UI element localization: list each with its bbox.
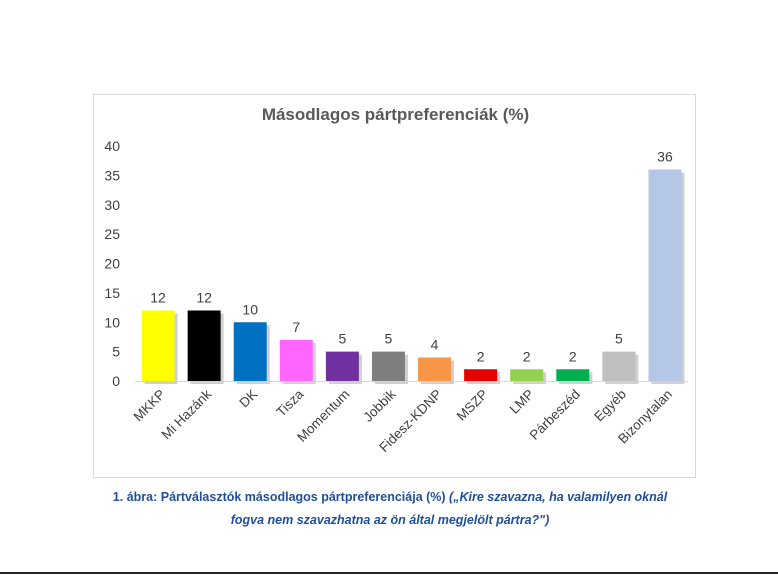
y-tick-label: 30 bbox=[104, 197, 120, 213]
caption-label: 1. ábra: Pártválasztók másodlagos pártpr… bbox=[112, 490, 446, 504]
y-tick-label: 20 bbox=[104, 256, 120, 272]
data-label: 2 bbox=[569, 348, 577, 364]
data-label: 7 bbox=[292, 319, 300, 335]
bar bbox=[648, 169, 682, 381]
y-tick-label: 10 bbox=[104, 314, 120, 330]
x-tick-label: MKKP bbox=[130, 387, 168, 425]
x-tick-label: Mi Hazánk bbox=[159, 386, 215, 442]
bar bbox=[602, 351, 636, 381]
bar bbox=[141, 310, 175, 381]
figure-caption: 1. ábra: Pártválasztók másodlagos pártpr… bbox=[40, 486, 740, 532]
bar bbox=[371, 351, 405, 381]
data-label: 4 bbox=[431, 337, 439, 353]
data-label: 12 bbox=[196, 290, 212, 306]
data-label: 2 bbox=[477, 348, 485, 364]
bar bbox=[556, 369, 590, 381]
bar bbox=[510, 369, 544, 381]
y-tick-label: 40 bbox=[104, 138, 120, 154]
x-tick-label: Tisza bbox=[273, 386, 306, 419]
x-tick-label: MSZP bbox=[454, 387, 491, 424]
bar bbox=[233, 322, 267, 381]
chart-frame: Másodlagos pártpreferenciák (%) 0 5 10 15 20… bbox=[93, 94, 696, 478]
bar bbox=[418, 357, 452, 381]
bar bbox=[464, 369, 498, 381]
y-tick-label: 15 bbox=[104, 285, 120, 301]
x-tick-label: Egyéb bbox=[591, 387, 629, 425]
data-label: 5 bbox=[615, 331, 623, 347]
x-tick-label: Párbeszéd bbox=[527, 387, 583, 443]
bar bbox=[187, 310, 221, 381]
caption-question-line2: fogva nem szavazhatna az ön által megjel… bbox=[230, 513, 550, 527]
y-tick-label: 25 bbox=[104, 226, 120, 242]
y-tick-label: 5 bbox=[112, 344, 120, 360]
x-tick-label: Jobbik bbox=[360, 386, 398, 424]
x-tick-label: DK bbox=[236, 387, 260, 411]
y-tick-label: 35 bbox=[104, 167, 120, 183]
data-label: 36 bbox=[657, 149, 673, 165]
data-label: 10 bbox=[242, 301, 258, 317]
page-divider bbox=[0, 572, 778, 574]
chart-title: Másodlagos pártpreferenciák (%) bbox=[261, 105, 530, 124]
data-label: 5 bbox=[338, 331, 346, 347]
data-label: 2 bbox=[523, 348, 531, 364]
x-tick-label: LMP bbox=[507, 387, 537, 417]
bar bbox=[279, 339, 313, 381]
data-label: 5 bbox=[385, 331, 393, 347]
bar bbox=[325, 351, 359, 381]
caption-question-line1: („Kire szavazna, ha valamilyen oknál bbox=[449, 490, 668, 504]
y-tick-label: 0 bbox=[112, 373, 120, 389]
data-label: 12 bbox=[150, 290, 166, 306]
